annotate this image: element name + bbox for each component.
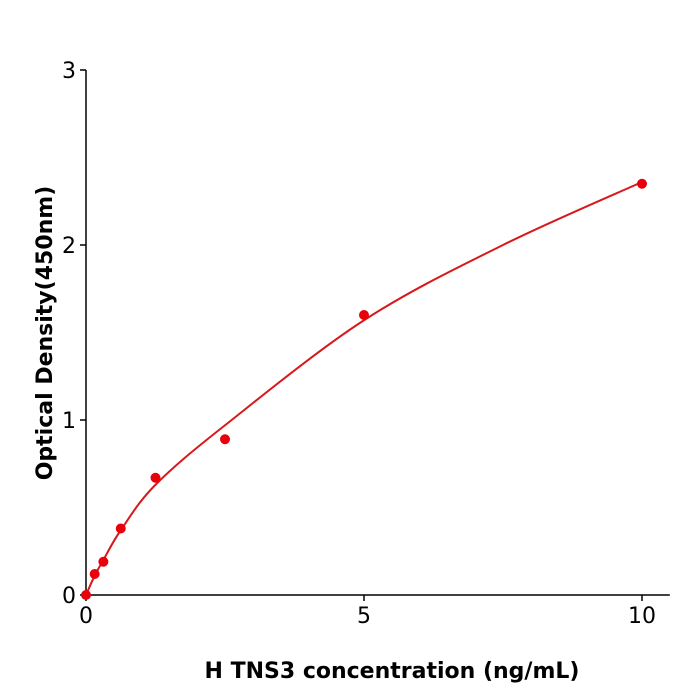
x-tick-label: 5 [357,604,371,629]
data-point [89,569,100,579]
data-point [637,178,647,189]
x-tick-label: 0 [79,604,93,629]
data-point [220,434,230,445]
y-tick-label: 2 [62,234,76,259]
data-point [115,523,126,534]
y-tick-label: 1 [62,409,76,434]
x-tick-label: 10 [628,604,656,629]
fit-curve [85,181,643,596]
data-point [81,590,91,600]
x-axis-label: H TNS3 concentration (ng/mL) [205,659,580,684]
data-point [359,310,369,320]
y-axis-label: Optical Density(450nm) [33,186,58,481]
data-point [150,472,161,483]
data-point [98,556,109,567]
y-tick-label: 0 [62,584,76,609]
y-tick-label: 3 [62,59,76,84]
